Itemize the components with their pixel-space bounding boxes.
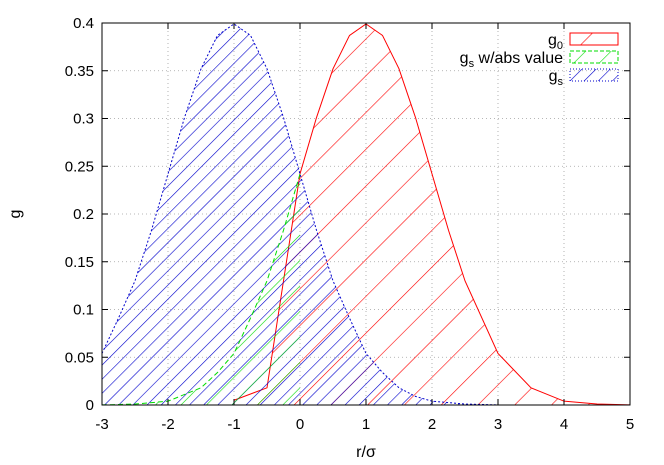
x-axis: -3 -2 -1 0 1 2 3 4 5 xyxy=(95,23,634,433)
y-axis-label: g xyxy=(7,210,24,219)
series-g0-line xyxy=(233,23,630,405)
y-tick-label: 0.1 xyxy=(73,302,94,319)
legend-swatch-gs xyxy=(569,68,619,82)
y-tick-label: 0.2 xyxy=(73,206,94,223)
series-gs-abs-line xyxy=(102,173,301,405)
x-tick-label: 4 xyxy=(560,416,568,433)
legend-entry-g0: g0 xyxy=(548,32,619,52)
x-tick-label: 0 xyxy=(296,416,304,433)
x-tick-label: -1 xyxy=(227,416,240,433)
legend-sub-gs-abs: s xyxy=(469,58,475,70)
legend-suffix-gs-abs: w/abs value xyxy=(474,50,563,67)
y-tick-label: 0 xyxy=(86,397,94,414)
legend: g0 gs w/abs value gs xyxy=(460,32,619,88)
legend-sub-gs: s xyxy=(558,76,564,88)
y-tick-label: 0.3 xyxy=(73,111,94,128)
svg-text:gs w/abs value: gs w/abs value xyxy=(460,50,563,70)
x-tick-label: 2 xyxy=(428,416,436,433)
x-tick-label: 5 xyxy=(626,416,634,433)
legend-label-g0: g xyxy=(548,32,557,49)
legend-swatch-gs-abs xyxy=(569,50,619,64)
svg-text:gs: gs xyxy=(549,68,564,88)
y-tick-label: 0.4 xyxy=(73,15,94,32)
series-gs-line xyxy=(102,23,499,405)
legend-label-gs-abs: g xyxy=(460,50,469,67)
series-gs-abs-area xyxy=(102,173,300,405)
y-tick-label: 0.15 xyxy=(65,254,94,271)
legend-swatch-g0 xyxy=(569,32,619,46)
y-tick-label: 0.25 xyxy=(65,158,94,175)
x-axis-label: r/σ xyxy=(356,444,376,461)
x-tick-label: -2 xyxy=(161,416,174,433)
legend-entry-gs-abs: gs w/abs value xyxy=(460,50,619,70)
x-tick-label: -3 xyxy=(95,416,108,433)
series-areas xyxy=(102,23,630,405)
y-tick-label: 0.05 xyxy=(65,349,94,366)
legend-sub-g0: 0 xyxy=(557,40,563,52)
y-tick-label: 0.35 xyxy=(65,63,94,80)
svg-text:g0: g0 xyxy=(548,32,563,52)
legend-label-gs: g xyxy=(549,68,558,85)
x-tick-label: 3 xyxy=(494,416,502,433)
y-axis: 0 0.05 0.1 0.15 0.2 0.25 0.3 0.35 0.4 xyxy=(65,15,630,414)
legend-entry-gs: gs xyxy=(549,68,619,88)
x-tick-label: 1 xyxy=(362,416,370,433)
